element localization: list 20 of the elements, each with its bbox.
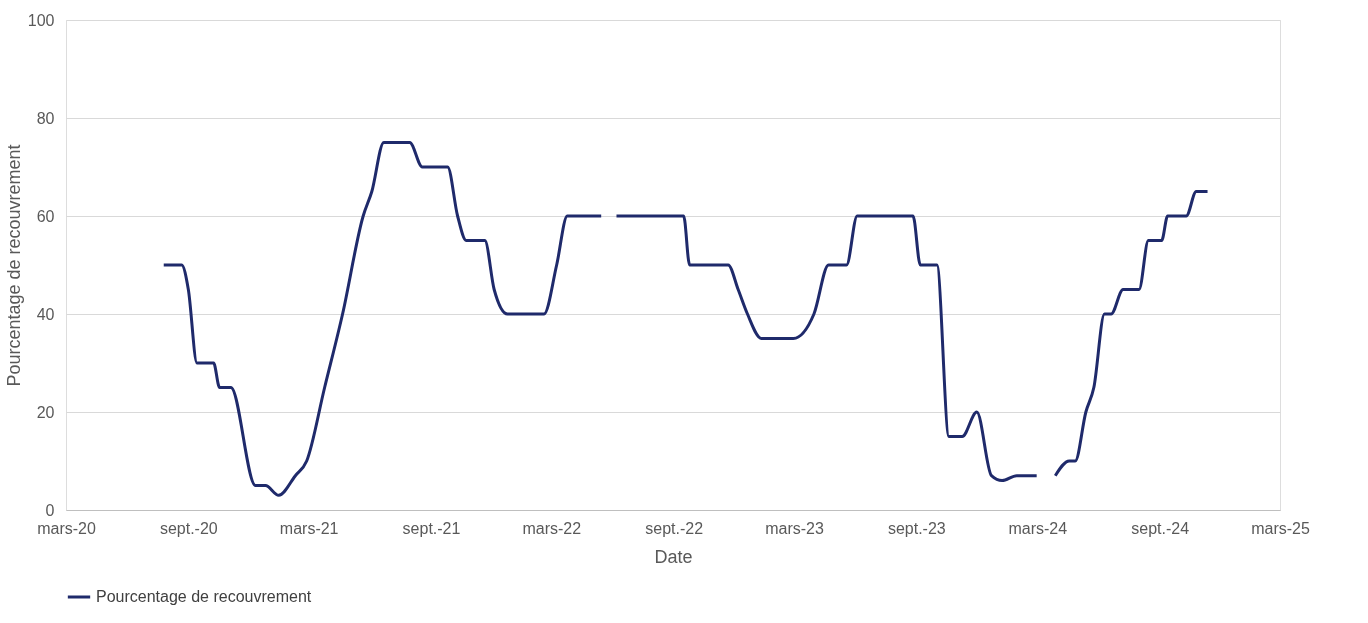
x-tick-label: sept.-24 bbox=[1131, 519, 1190, 537]
x-tick-label: sept.-20 bbox=[159, 519, 218, 537]
x-tick-label: sept.-22 bbox=[645, 519, 704, 537]
x-tick-label: mars-23 bbox=[765, 519, 824, 537]
x-tick-label: mars-22 bbox=[522, 519, 582, 537]
x-tick-label: sept.-23 bbox=[887, 519, 946, 537]
y-tick-label: 20 bbox=[36, 403, 55, 421]
y-tick-label: 40 bbox=[36, 305, 55, 323]
y-tick-label: 80 bbox=[36, 109, 55, 127]
x-tick-label: mars-21 bbox=[279, 519, 339, 537]
y-tick-label: 0 bbox=[45, 501, 55, 519]
x-tick-label: sept.-21 bbox=[402, 519, 461, 537]
y-axis-title: Pourcentage de recouvrement bbox=[3, 144, 24, 387]
y-tick-label: 60 bbox=[36, 207, 55, 225]
x-tick-label: mars-25 bbox=[1251, 519, 1310, 537]
y-tick-label: 100 bbox=[27, 11, 55, 29]
x-axis-title: Date bbox=[654, 546, 693, 567]
x-tick-label: mars-24 bbox=[1008, 519, 1068, 537]
legend-label: Pourcentage de recouvrement bbox=[96, 588, 312, 605]
x-tick-label: mars-20 bbox=[37, 519, 96, 537]
